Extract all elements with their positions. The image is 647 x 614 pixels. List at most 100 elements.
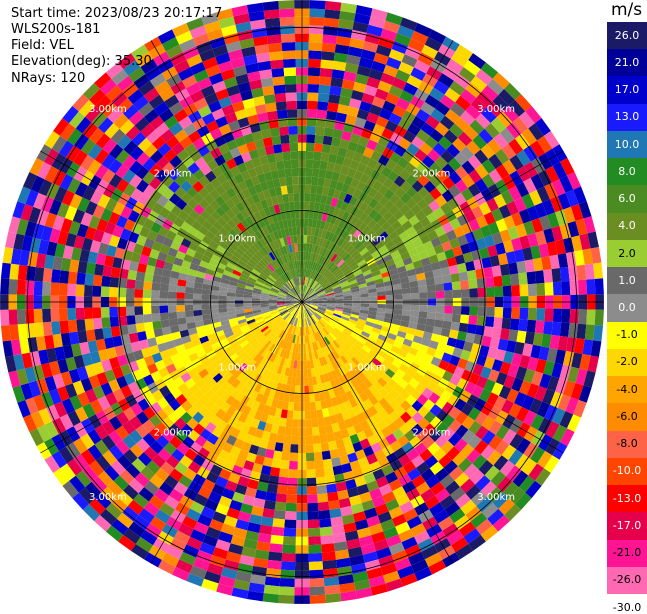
range-gate [127,324,137,334]
range-gate [284,427,292,436]
range-gate [460,315,469,324]
range-gate [306,469,315,478]
range-gate [320,527,333,537]
range-gate [34,309,43,323]
range-gate [270,467,280,477]
range-gate [319,76,331,86]
range-gate [159,291,168,299]
range-gate [308,50,321,59]
range-gate [67,284,76,297]
range-gate [42,282,51,296]
range-gate [467,270,477,280]
range-gate [67,308,76,321]
range-ring-label: 2.00km [154,169,192,180]
range-ring-label: 2.00km [413,427,451,438]
range-gate [318,502,330,511]
range-gate [126,288,135,297]
range-gate [307,101,318,110]
range-gate [485,316,494,327]
range-gate [0,310,9,326]
range-gate [502,275,511,287]
colorbar-tick-label: 2.0 [607,248,647,260]
range-gate [101,286,110,297]
range-gate [305,185,311,194]
range-gate [306,436,314,445]
range-gate [377,304,386,309]
colorbar-tick-label: 6.0 [607,193,647,205]
range-gate [17,280,26,295]
range-gate [510,318,520,330]
range-gate [271,527,284,537]
colorbar-tick-label: -8.0 [607,438,647,450]
range-gate [185,293,194,299]
range-gate [84,307,93,319]
range-gate [43,268,53,282]
range-gate [288,126,297,135]
range-gate [59,320,69,333]
range-gate [306,143,315,152]
colorbar-tick-label: 8.0 [607,166,647,178]
range-gate [101,317,110,328]
range-gate [281,143,290,152]
range-gate [313,435,321,444]
range-gate [508,329,518,341]
range-gate [50,282,59,295]
range-gate [306,134,315,143]
range-gate [436,306,445,314]
range-gate [327,492,339,502]
range-gate [288,402,294,411]
range-gate [274,510,286,520]
colorbar-tick-label: -30.0 [607,602,647,614]
colorbar-tick-label: -26.0 [607,574,647,586]
range-gate [304,377,309,386]
range-gate [267,111,278,121]
range-gate [101,276,110,287]
range-gate [92,286,101,297]
range-gate [177,286,186,293]
range-gate [1,263,11,279]
range-gate [576,324,586,340]
range-gate [324,467,334,477]
range-gate [280,25,295,34]
range-gate [519,308,528,320]
colorbar-tick-label: -6.0 [607,411,647,423]
range-gate [535,270,545,283]
range-gate [289,453,298,462]
range-gate [134,306,143,315]
range-gate [290,444,298,453]
range-gate [318,510,330,520]
range-gate [266,568,281,578]
range-gate [289,461,298,470]
colorbar-tick-label: -17.0 [607,520,647,532]
range-gate [309,8,325,17]
range-gate [304,369,308,378]
range-gate [436,291,445,299]
range-gate [143,289,152,298]
range-gate [450,322,460,331]
range-gate [18,324,28,340]
range-gate [26,323,36,338]
range-gate [309,17,324,26]
range-gate [307,92,318,101]
range-gate [102,327,112,339]
colorbar-tick-label: 10.0 [607,139,647,151]
range-gate [143,314,152,323]
range-gate [518,319,528,331]
range-gate [576,265,586,281]
range-gate [492,265,502,277]
range-gate [309,553,323,562]
range-gate [377,295,386,300]
range-gate [276,161,284,170]
range-gate [34,267,44,282]
range-gate [312,427,320,436]
range-gate [561,281,570,295]
range-gate [144,322,154,331]
range-ring-label: 2.00km [154,427,192,438]
range-gate [319,518,331,528]
range-gate [307,486,317,495]
range-gate [309,42,323,51]
range-gate [461,289,470,298]
range-gate [410,311,419,318]
range-gate [218,304,227,309]
range-gate [326,483,337,493]
